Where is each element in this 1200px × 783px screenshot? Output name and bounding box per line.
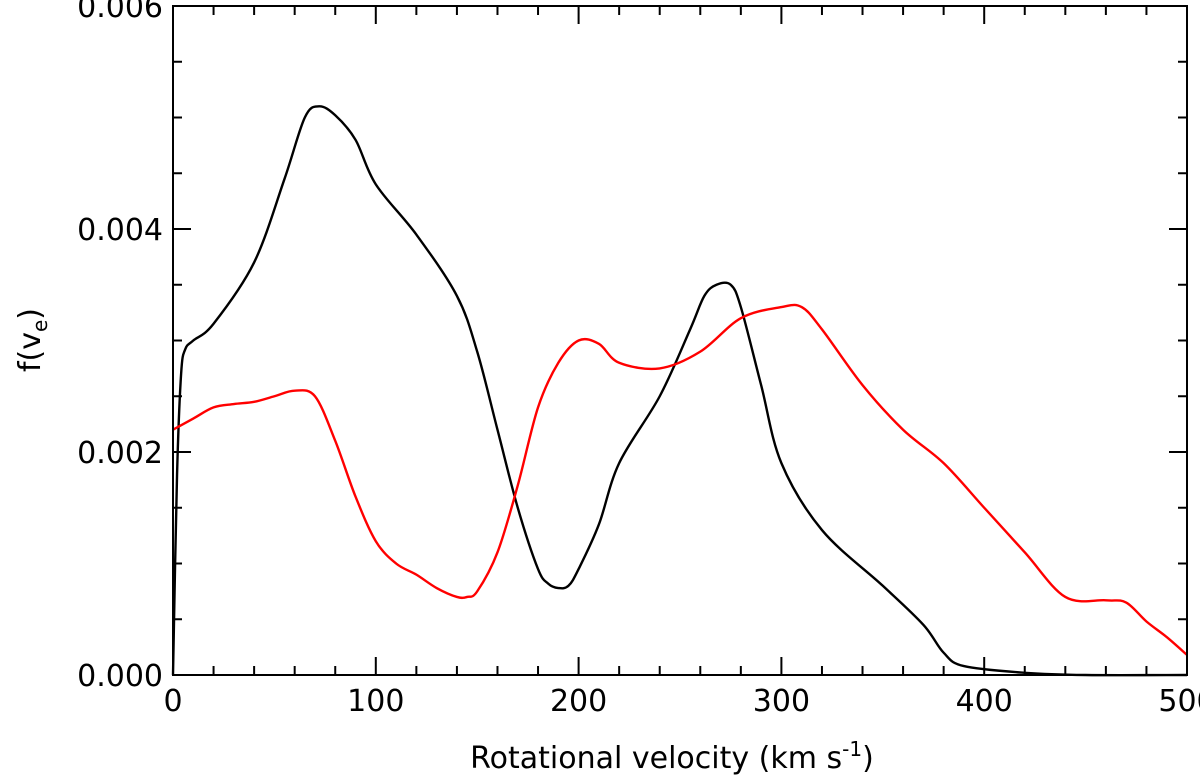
x-tick-label: 300 — [753, 684, 810, 719]
series-line-red — [172, 303, 1188, 656]
x-tick-label: 100 — [347, 684, 404, 719]
tick-marks — [172, 5, 1188, 676]
x-axis-title-close: ) — [862, 741, 874, 776]
series-layer — [171, 105, 1188, 677]
y-tick-label: 0.006 — [77, 0, 163, 25]
x-axis-title-superscript: -1 — [842, 737, 862, 761]
x-axis-title-main: Rotational velocity (km s — [470, 741, 842, 776]
plot-frame — [172, 5, 1188, 676]
x-tick-label: 200 — [550, 684, 607, 719]
y-axis-title-close: ) — [13, 308, 48, 320]
x-axis-title: Rotational velocity (km s-1) — [470, 737, 874, 776]
x-tick-label: 400 — [956, 684, 1013, 719]
tick-labels: 0 100 200 300 400 500 0.000 0.002 0.004 0.006 — [77, 0, 1200, 719]
y-tick-label: 0.004 — [77, 213, 163, 248]
x-tick-label: 0 — [163, 684, 182, 719]
x-tick-label: 500 — [1158, 684, 1200, 719]
series-line-black — [171, 105, 1188, 677]
y-axis-title: f(ve) — [13, 308, 52, 372]
y-axis-title-main: f(v — [13, 332, 48, 372]
y-tick-label: 0.000 — [77, 659, 163, 694]
y-axis-title-subscript: e — [28, 320, 52, 332]
y-tick-label: 0.002 — [77, 436, 163, 471]
